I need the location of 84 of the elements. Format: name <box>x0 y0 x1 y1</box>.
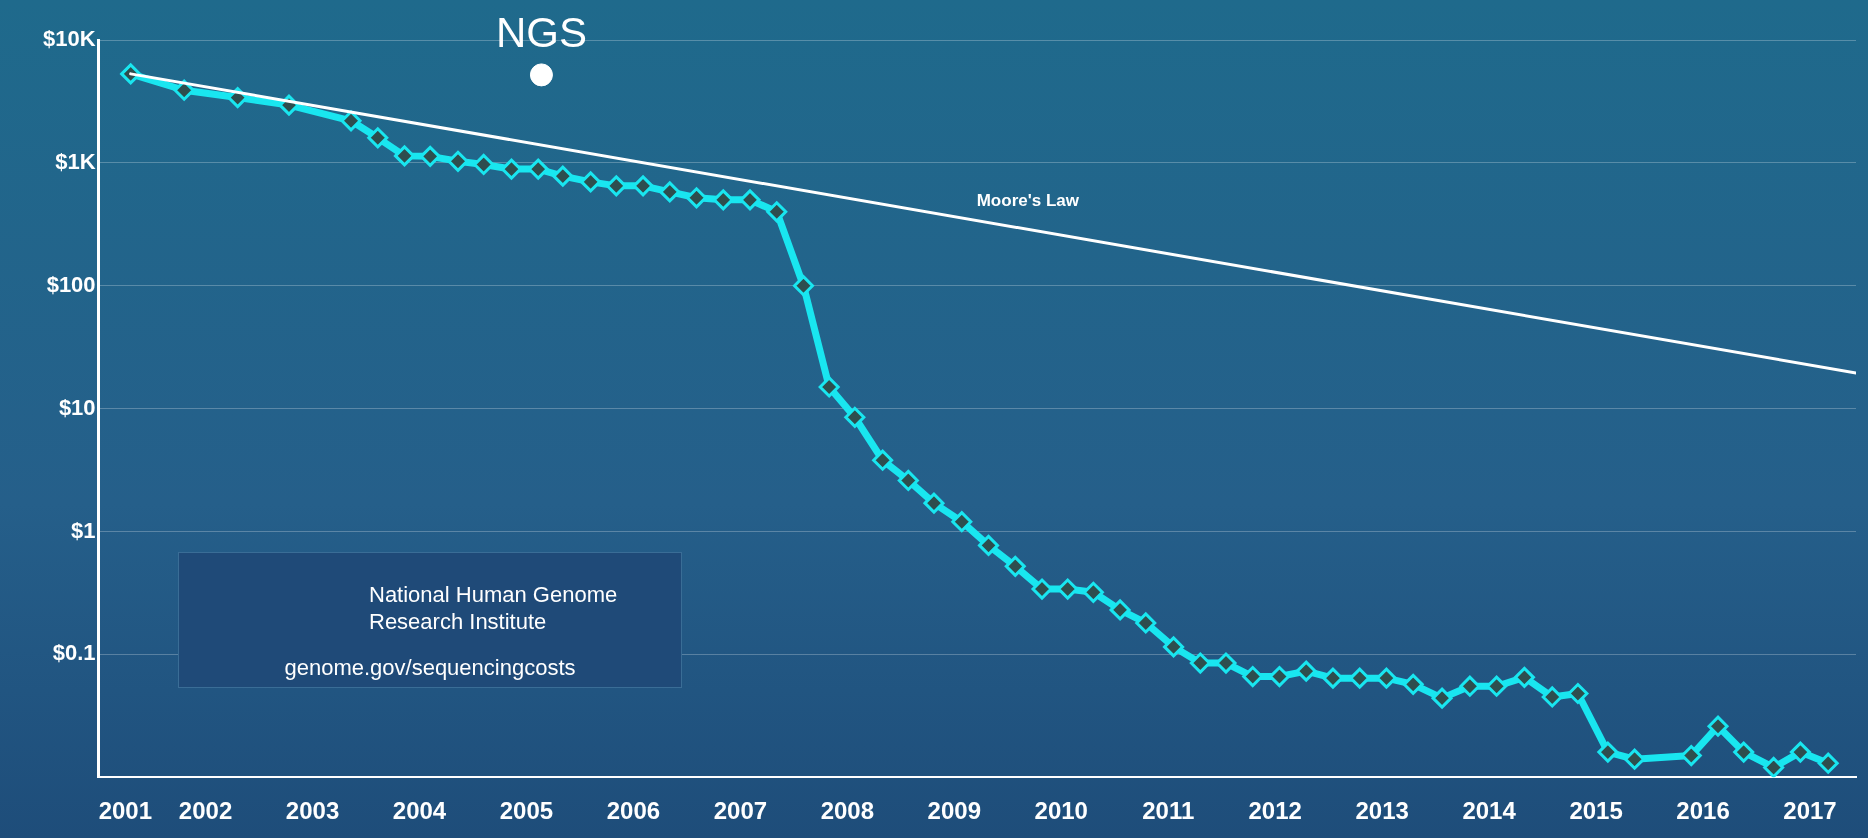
point <box>923 492 945 514</box>
point <box>1004 555 1026 577</box>
point <box>1459 675 1481 697</box>
point <box>527 158 549 180</box>
point <box>473 153 495 175</box>
x-tick-label: 2007 <box>713 797 768 825</box>
point <box>1402 673 1424 695</box>
series-label: NGS <box>495 9 587 57</box>
x-tick-label: 2005 <box>499 797 554 825</box>
point <box>686 187 708 209</box>
point <box>739 189 761 211</box>
point <box>552 165 574 187</box>
point <box>1567 683 1589 704</box>
point <box>1486 675 1508 697</box>
point <box>1763 756 1785 778</box>
point <box>818 376 840 398</box>
point <box>1707 715 1729 737</box>
point <box>580 171 602 193</box>
point <box>1082 581 1104 603</box>
point <box>394 145 416 167</box>
point <box>173 79 195 101</box>
point <box>1189 652 1211 674</box>
x-tick-label: 2008 <box>820 797 875 825</box>
annotation: National Human Genome Research Institute <box>368 581 619 636</box>
point <box>951 511 973 533</box>
point <box>712 189 734 211</box>
point <box>1109 599 1131 621</box>
x-tick-label: 2012 <box>1248 797 1302 825</box>
point <box>1789 741 1811 763</box>
y-tick-label: $100 <box>46 271 96 297</box>
series-label: Moore's Law <box>976 190 1080 210</box>
point <box>500 158 522 180</box>
x-tick-label: 2011 <box>1142 797 1195 825</box>
point <box>419 145 441 167</box>
point <box>1295 660 1317 682</box>
x-tick-label: 2016 <box>1676 797 1730 825</box>
x-tick-label: 2003 <box>285 797 340 825</box>
point <box>897 469 919 491</box>
x-tick-label: 2002 <box>178 797 233 825</box>
x-tick-label: 2001 <box>98 797 153 825</box>
point <box>1242 666 1264 688</box>
point <box>1215 652 1237 674</box>
x-tick-label: 2017 <box>1783 797 1837 825</box>
annotation: genome.gov/sequencingcosts <box>283 654 577 682</box>
point <box>766 201 788 223</box>
y-tick-label: $0.1 <box>52 640 96 666</box>
point <box>1057 578 1079 600</box>
point <box>1541 686 1563 708</box>
x-tick-label: 2009 <box>927 797 981 825</box>
point <box>844 406 866 428</box>
point <box>1680 745 1702 767</box>
point <box>1322 667 1344 689</box>
point <box>340 110 362 132</box>
y-tick-label: $1K <box>55 148 96 174</box>
point <box>1624 748 1646 770</box>
x-tick-label: 2010 <box>1034 797 1088 825</box>
source-box: National Human Genome Research Institute genome.gov/sequencingcosts <box>178 552 682 688</box>
x-tick-label: 2015 <box>1569 797 1623 825</box>
x-tick-label: 2013 <box>1355 797 1409 825</box>
point <box>1817 752 1839 774</box>
point <box>792 275 814 297</box>
point <box>1375 667 1397 689</box>
point <box>659 181 681 203</box>
point <box>1431 687 1453 709</box>
point <box>1733 741 1755 763</box>
point <box>1597 741 1619 763</box>
y-tick-label: $10K <box>43 26 96 52</box>
point <box>529 63 553 87</box>
point <box>632 175 654 197</box>
point <box>447 150 469 172</box>
y-tick-label: $10 <box>58 394 96 420</box>
y-tick-label: $1 <box>71 517 96 543</box>
x-tick-label: 2014 <box>1462 797 1517 825</box>
point <box>1135 612 1157 634</box>
point <box>605 175 627 197</box>
x-tick-label: 2006 <box>606 797 661 825</box>
point <box>1513 666 1535 688</box>
point <box>1031 578 1053 600</box>
point <box>1163 636 1185 658</box>
x-tick-label: 2004 <box>392 797 447 825</box>
point <box>872 449 894 471</box>
point <box>1349 667 1371 689</box>
point <box>978 534 1000 556</box>
point <box>367 127 389 149</box>
